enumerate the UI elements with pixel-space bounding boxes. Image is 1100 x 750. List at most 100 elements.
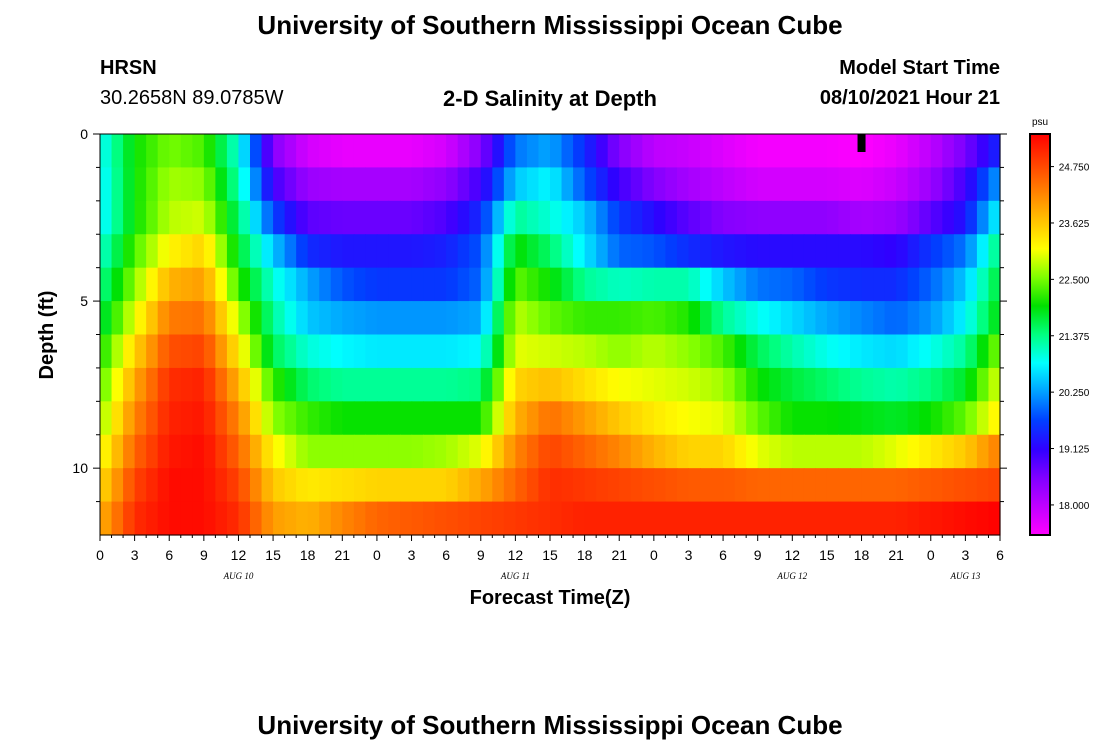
heatmap-cell (584, 234, 597, 269)
heatmap-cell (423, 267, 436, 302)
heatmap-cell (492, 501, 505, 536)
heatmap-cell (665, 167, 678, 202)
heatmap-cell (711, 334, 724, 369)
heatmap-cell (261, 234, 274, 269)
colorbar-tick-label: 23.625 (1059, 219, 1090, 230)
heatmap-cell (480, 501, 493, 536)
heatmap-cell (250, 267, 263, 302)
heatmap-cell (700, 501, 713, 536)
heatmap-cell (561, 334, 574, 369)
heatmap-cell (180, 301, 193, 336)
heatmap-cell (965, 501, 978, 536)
heatmap-cell (515, 434, 528, 469)
heatmap-cell (376, 468, 390, 503)
heatmap-cell (665, 334, 678, 369)
heatmap-cell (376, 200, 390, 235)
heatmap-cell (180, 401, 193, 436)
heatmap-cell (861, 468, 874, 503)
heatmap-cell (123, 367, 136, 402)
heatmap-cell (203, 434, 216, 469)
heatmap-cell (319, 301, 332, 336)
heatmap-cell (573, 134, 586, 169)
heatmap-cell (226, 434, 240, 469)
heatmap-cell (492, 167, 505, 202)
heatmap-cell (515, 401, 528, 436)
heatmap-cell (792, 301, 805, 336)
heatmap-cell (192, 367, 205, 402)
heatmap-cell (653, 501, 666, 536)
heatmap-cell (976, 468, 990, 503)
heatmap-cell (203, 301, 216, 336)
heatmap-cell (238, 234, 251, 269)
heatmap-cell (538, 234, 551, 269)
heatmap-cell (169, 434, 182, 469)
heatmap-cell (503, 234, 516, 269)
heatmap-cell (746, 234, 759, 269)
heatmap-cell (319, 234, 332, 269)
heatmap-cell (203, 267, 216, 302)
heatmap-cell (273, 367, 286, 402)
heatmap-cell (653, 134, 666, 169)
heatmap-cell (746, 134, 759, 169)
heatmap-cell (561, 267, 574, 302)
heatmap-cell (826, 167, 840, 202)
heatmap-cell (965, 367, 978, 402)
heatmap-cell (215, 200, 228, 235)
heatmap-cell (803, 267, 816, 302)
heatmap-cell (780, 468, 793, 503)
heatmap-cell (896, 234, 909, 269)
heatmap-cell (942, 200, 955, 235)
heatmap-cell (850, 200, 863, 235)
heatmap-cell (376, 334, 390, 369)
heatmap-cell (723, 468, 736, 503)
heatmap-cell (815, 267, 828, 302)
heatmap-cell (307, 334, 320, 369)
heatmap-cell (111, 301, 124, 336)
heatmap-cell (423, 434, 436, 469)
heatmap-cell (526, 134, 540, 169)
heatmap-cell (100, 401, 113, 436)
heatmap-cell (907, 134, 920, 169)
x-tick-label: 21 (611, 547, 627, 563)
heatmap-cell (619, 267, 632, 302)
heatmap-cell (850, 167, 863, 202)
heatmap-cell (607, 401, 620, 436)
heatmap-cell (353, 468, 366, 503)
heatmap-cell (838, 401, 851, 436)
heatmap-cell (665, 267, 678, 302)
heatmap-cell (446, 134, 459, 169)
heatmap-cell (538, 301, 551, 336)
heatmap-cell (365, 167, 378, 202)
heatmap-cell (319, 468, 332, 503)
heatmap-cell (688, 301, 701, 336)
colorbar-tick-label: 19.125 (1059, 445, 1090, 456)
heatmap-cell (907, 301, 920, 336)
heatmap-cell (538, 401, 551, 436)
heatmap-cell (538, 334, 551, 369)
heatmap-cell (469, 367, 482, 402)
heatmap-cell (169, 267, 182, 302)
heatmap-cell (573, 334, 586, 369)
y-tick-label: 5 (80, 293, 88, 309)
heatmap-cell (746, 301, 759, 336)
heatmap-cell (769, 401, 782, 436)
heatmap-cell (942, 434, 955, 469)
heatmap-cell (226, 267, 240, 302)
heatmap-cell (157, 234, 170, 269)
heatmap-cell (123, 501, 136, 536)
heatmap-cell (965, 334, 978, 369)
heatmap-cell (746, 434, 759, 469)
x-tick-label: 9 (200, 547, 208, 563)
heatmap-cell (976, 301, 990, 336)
heatmap-cell (896, 434, 909, 469)
heatmap-cell (861, 301, 874, 336)
heatmap-cell (342, 501, 355, 536)
heatmap-cell (930, 334, 943, 369)
heatmap-cell (642, 134, 655, 169)
heatmap-cell (550, 334, 563, 369)
heatmap-cell (457, 234, 470, 269)
heatmap-cell (792, 401, 805, 436)
heatmap-cell (769, 234, 782, 269)
heatmap-cell (388, 134, 401, 169)
heatmap-cell (307, 434, 320, 469)
